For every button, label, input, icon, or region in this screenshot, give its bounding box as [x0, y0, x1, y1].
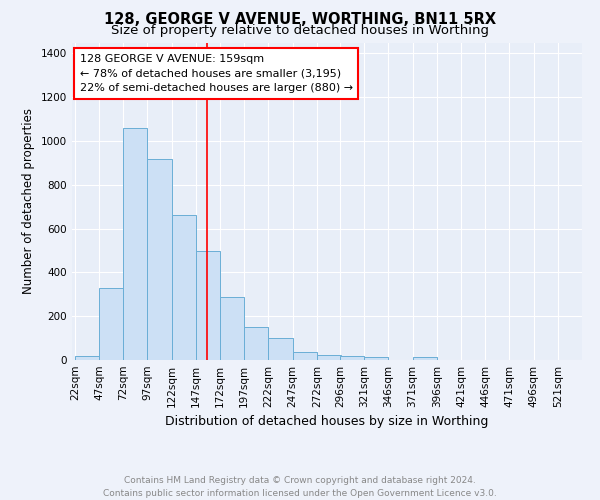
Text: Contains HM Land Registry data © Crown copyright and database right 2024.
Contai: Contains HM Land Registry data © Crown c…: [103, 476, 497, 498]
Bar: [413, 358, 437, 360]
Bar: [317, 354, 341, 360]
Bar: [244, 327, 268, 360]
Bar: [196, 250, 220, 360]
Text: 128 GEORGE V AVENUE: 159sqm
← 78% of detached houses are smaller (3,195)
22% of : 128 GEORGE V AVENUE: 159sqm ← 78% of det…: [80, 54, 353, 93]
Text: Size of property relative to detached houses in Worthing: Size of property relative to detached ho…: [111, 24, 489, 37]
Bar: [148, 158, 172, 360]
Bar: [172, 216, 196, 360]
Bar: [220, 296, 244, 360]
Y-axis label: Number of detached properties: Number of detached properties: [22, 108, 35, 294]
Bar: [75, 356, 99, 360]
Bar: [293, 352, 317, 360]
Bar: [99, 288, 123, 360]
Bar: [268, 338, 293, 360]
Text: 128, GEORGE V AVENUE, WORTHING, BN11 5RX: 128, GEORGE V AVENUE, WORTHING, BN11 5RX: [104, 12, 496, 28]
Bar: [364, 357, 388, 360]
Bar: [340, 356, 364, 360]
Bar: [123, 128, 148, 360]
X-axis label: Distribution of detached houses by size in Worthing: Distribution of detached houses by size …: [166, 416, 488, 428]
